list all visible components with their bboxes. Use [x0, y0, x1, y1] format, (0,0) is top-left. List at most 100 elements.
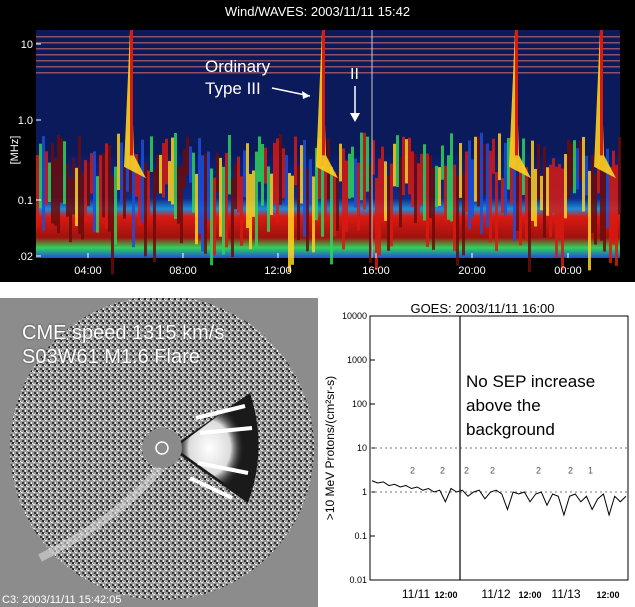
lasco-caption: C3: 2003/11/11 15:42:05	[2, 594, 122, 606]
spectrogram-strip	[399, 156, 402, 228]
spectrogram-strip	[273, 142, 276, 204]
spectrogram-strip	[336, 173, 339, 231]
spectrogram-strip	[612, 150, 615, 245]
spectrogram-strip	[525, 167, 528, 242]
spectrogram-strip	[159, 154, 162, 194]
spectrogram-strip	[270, 173, 273, 216]
spectrogram-strip	[453, 164, 456, 252]
spectrogram-strip	[369, 163, 372, 264]
spectrogram-strip	[240, 176, 243, 246]
spectrogram-strip	[480, 132, 483, 234]
spectrogram-strip	[138, 173, 141, 226]
spectrogram-strip	[222, 166, 225, 255]
spectrogram-strip	[255, 151, 258, 247]
goes-y-tick: 10	[357, 443, 367, 453]
goes-overlay-digit: 2	[536, 466, 541, 476]
spectrogram-strip	[84, 160, 87, 222]
spectrogram-strip	[57, 134, 60, 234]
spectrogram-strip	[615, 164, 618, 266]
spectrogram-strip	[309, 159, 312, 203]
radio-y-tick: 10	[21, 39, 33, 51]
spectrogram-strip	[279, 133, 282, 205]
spectrogram-strip	[189, 146, 192, 183]
spectrogram-strip	[165, 138, 168, 185]
spectrogram-strip	[96, 176, 99, 233]
spectrogram-strip	[468, 140, 471, 229]
spectrogram-strip	[144, 162, 147, 257]
spectrogram-strip	[357, 162, 360, 231]
goes-overlay-digit: 2	[568, 466, 573, 476]
radio-x-tick: 20:00	[458, 265, 486, 277]
goes-proton-flux-line	[371, 480, 627, 517]
spectrogram-strip	[360, 132, 363, 201]
spectrogram-strip	[420, 153, 423, 206]
spectrogram-strip	[366, 136, 369, 192]
spectrogram-strip	[249, 173, 252, 250]
goes-y-tick: 1000	[347, 355, 367, 365]
spectrogram-strip	[201, 155, 204, 252]
spectrogram-strip	[39, 143, 42, 209]
spectrogram-strip	[135, 153, 138, 197]
spectrogram-strip	[156, 155, 159, 193]
spectrogram-strip	[447, 155, 450, 220]
goes-plot-frame	[369, 315, 629, 581]
spectrogram-strip	[75, 167, 78, 227]
spectrogram-strip	[456, 176, 459, 266]
spectrogram-strip	[396, 135, 399, 187]
spectrogram-strip	[561, 168, 564, 271]
radio-title: Wind/WAVES: 2003/11/11 15:42	[224, 4, 411, 19]
spectrogram-strip	[438, 167, 441, 206]
spectrogram-strip	[495, 172, 498, 252]
spectrogram-strip	[459, 143, 462, 198]
spectrogram-strip	[117, 133, 120, 191]
spectrogram-strip	[450, 133, 453, 222]
spectrogram-strip	[483, 143, 486, 195]
spectrogram-strip	[516, 175, 519, 231]
spectrogram-strip	[303, 139, 306, 238]
spectrogram-strip	[486, 143, 489, 228]
spectrogram-strip	[114, 166, 117, 245]
spectrogram-strip	[147, 170, 150, 217]
interference-line	[36, 72, 620, 74]
spectrogram-strip	[510, 136, 513, 205]
spectrogram-strip	[513, 158, 516, 241]
spectrogram-strip	[534, 168, 537, 227]
type-iii-core	[130, 30, 133, 156]
interference-line	[36, 66, 620, 68]
spectrogram-strip	[546, 167, 549, 216]
spectrogram-strip	[72, 157, 75, 215]
spectrogram-strip	[606, 148, 609, 228]
radio-y-tick: 1.0	[18, 115, 33, 127]
goes-y-tick: 10000	[342, 311, 367, 321]
spectrogram-strip	[288, 173, 291, 273]
radio-x-tick: 08:00	[169, 265, 197, 277]
spectrogram-strip	[81, 172, 84, 240]
spectrogram-strip	[324, 160, 327, 221]
spectrogram-strip	[228, 134, 231, 195]
spectrogram-strip	[237, 156, 240, 213]
spectrogram-strip	[591, 155, 594, 233]
radio-x-tick: 16:00	[362, 265, 390, 277]
spectrogram-strip	[417, 163, 420, 222]
spectrogram-strip	[99, 155, 102, 220]
flare-text: S03W61 M1.6 Flare	[22, 346, 200, 368]
spectrogram-strip	[432, 168, 435, 250]
annotation-arrowhead	[302, 91, 310, 99]
sep-note-line-3: background	[466, 420, 555, 439]
spectrogram-strip	[474, 136, 477, 202]
goes-y-tick: 1	[362, 487, 367, 497]
spectrogram-strip	[204, 153, 207, 254]
spectrogram-strip	[462, 173, 465, 256]
spectrogram-strip	[120, 142, 123, 204]
interference-line	[36, 42, 620, 44]
spectrogram-strip	[465, 151, 468, 212]
spectrogram-strip	[207, 151, 210, 220]
spectrogram-strip	[318, 138, 321, 200]
spectrogram-strip	[66, 163, 69, 217]
spectrogram-strip	[588, 170, 591, 271]
spectrogram-strip	[282, 148, 285, 199]
annotation-line-1: Ordinary	[205, 57, 271, 76]
spectrogram-strip	[492, 138, 495, 174]
spectrogram-strip	[345, 160, 348, 232]
coronal-streamer	[38, 465, 164, 562]
